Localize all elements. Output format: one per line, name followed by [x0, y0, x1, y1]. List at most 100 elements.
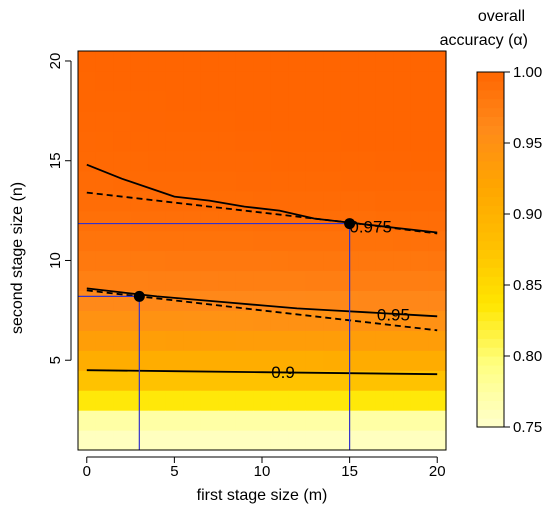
heatmap-cell — [165, 70, 184, 92]
heatmap-cell — [270, 150, 289, 172]
heatmap-cell — [148, 230, 167, 252]
heatmap-cell — [323, 190, 342, 212]
heatmap-cell — [410, 370, 430, 391]
heatmap-cell — [375, 310, 395, 331]
heatmap-cell — [113, 130, 132, 152]
heatmap-cell — [200, 130, 219, 152]
heatmap-cell — [113, 51, 132, 72]
heatmap-cell — [393, 290, 412, 311]
colorbar-tick-label: 0.90 — [513, 206, 542, 223]
heatmap-cell — [323, 130, 342, 152]
colorbar-segment — [477, 240, 504, 251]
colorbar-segment — [477, 249, 504, 259]
heatmap-cell — [183, 290, 202, 311]
heatmap-cell — [78, 170, 97, 192]
heatmap-cell — [288, 430, 307, 451]
heatmap-cell — [270, 330, 289, 351]
heatmap-cell — [235, 170, 254, 192]
heatmap-cell — [323, 150, 342, 172]
heatmap-cell — [183, 70, 202, 92]
heatmap-cell — [78, 270, 97, 291]
heatmap-cell — [165, 130, 184, 152]
heatmap-cell — [393, 150, 412, 172]
heatmap-cell — [78, 190, 97, 212]
heatmap-cell — [165, 51, 184, 72]
heatmap-cell — [288, 390, 307, 411]
x-axis-label: first stage size (m) — [197, 487, 328, 504]
heatmap-cell — [410, 390, 430, 411]
heatmap-cell — [235, 51, 254, 72]
heatmap-cell — [78, 250, 97, 272]
colorbar-segment — [477, 205, 504, 215]
heatmap-cell — [218, 150, 237, 172]
heatmap-cell — [428, 330, 447, 351]
heatmap-cell — [358, 310, 377, 331]
heatmap-cell — [288, 150, 307, 172]
heatmap-cell — [375, 190, 395, 212]
guide-lines — [78, 222, 351, 450]
heatmap-cell — [393, 390, 412, 411]
heatmap-cell — [428, 210, 447, 232]
heatmap-cell — [148, 51, 167, 72]
colorbar-segment — [477, 107, 504, 117]
colorbar-segment — [477, 214, 504, 224]
heatmap-cell — [358, 350, 377, 371]
heatmap-cell — [340, 130, 359, 152]
heatmap-cell — [323, 350, 342, 371]
heatmap-cell — [340, 70, 359, 92]
heatmap-cell — [340, 110, 359, 132]
heatmap-cell — [113, 430, 132, 451]
heatmap-cell — [95, 390, 114, 411]
heatmap-cell — [78, 90, 97, 112]
colorbar-segment — [477, 160, 504, 171]
heatmap-cell — [428, 290, 447, 311]
colorbar-segment — [477, 418, 504, 428]
colorbar-segment — [477, 134, 504, 144]
y-tick-label: 15 — [47, 152, 64, 169]
heatmap-cell — [288, 230, 307, 252]
heatmap-cell — [305, 110, 324, 132]
heatmap-cell — [410, 230, 430, 252]
heatmap-cell — [95, 230, 114, 252]
heatmap-cell — [165, 230, 184, 252]
heatmap-cell — [183, 210, 202, 232]
heatmap-cell — [393, 70, 412, 92]
heatmap-cell — [270, 250, 289, 272]
heatmap-cell — [340, 190, 359, 212]
heatmap-cell — [375, 150, 395, 172]
heatmap-cell — [95, 51, 114, 72]
heatmap-cell — [235, 230, 254, 252]
heatmap-cell — [235, 350, 254, 371]
heatmap-cell — [235, 390, 254, 411]
heatmap-cell — [270, 310, 289, 331]
heatmap-cell — [130, 130, 149, 152]
heatmap-cell — [235, 150, 254, 172]
heatmap-cell — [340, 51, 359, 72]
heatmap-cell — [165, 430, 184, 451]
heatmap-cell — [218, 190, 237, 212]
heatmap-cell — [113, 70, 132, 92]
heatmap-cell — [218, 350, 237, 371]
heatmap-cell — [148, 70, 167, 92]
heatmap-cell — [183, 310, 202, 331]
heatmap-cell — [288, 370, 307, 391]
colorbar-segment — [477, 116, 504, 126]
heatmap-cell — [253, 150, 272, 172]
heatmap-cell — [78, 51, 97, 72]
heatmap-cell — [323, 330, 342, 351]
heatmap-cell — [165, 210, 184, 232]
heatmap-cell — [78, 390, 97, 411]
heatmap-cell — [428, 130, 447, 152]
heatmap-cell — [288, 170, 307, 192]
heatmap-cell — [165, 270, 184, 291]
heatmap-cell — [305, 350, 324, 371]
heatmap-cell — [410, 90, 430, 112]
heatmap-cell — [323, 370, 342, 391]
heatmap-cell — [253, 390, 272, 411]
heatmap-cell — [305, 90, 324, 112]
heatmap-cell — [218, 70, 237, 92]
heatmap-cell — [78, 290, 97, 311]
heatmap-cell — [95, 130, 114, 152]
heatmap-cell — [323, 90, 342, 112]
heatmap-cell — [95, 290, 114, 311]
